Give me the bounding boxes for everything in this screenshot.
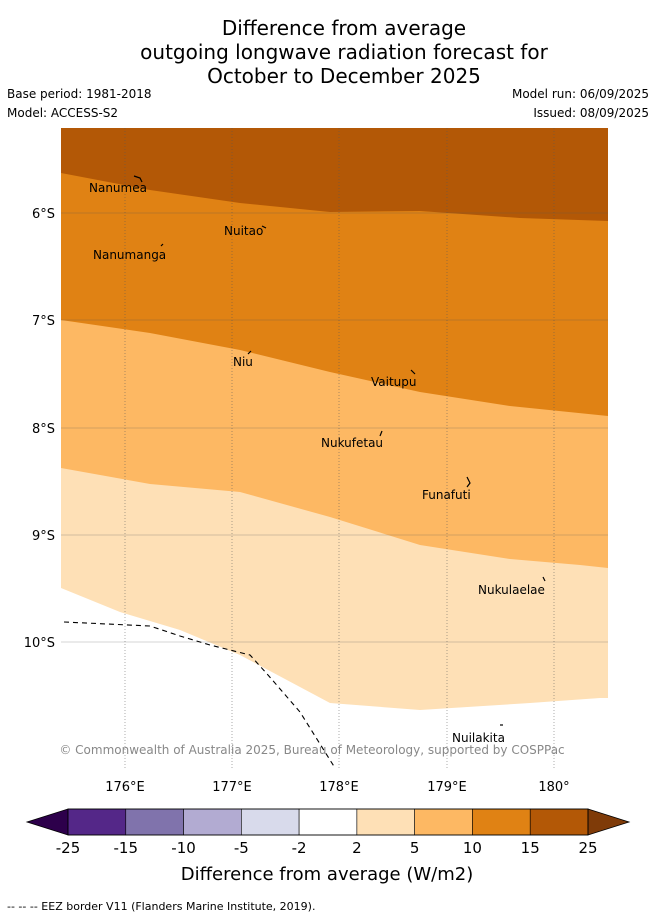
label-nanumanga: Nanumanga (93, 248, 166, 262)
nanumanga-island (160, 243, 164, 247)
colorbar-segments (67, 808, 589, 836)
colorbar-tick-label: 5 (410, 839, 420, 857)
label-vaitupu: Vaitupu (371, 375, 417, 389)
colorbar-segment (67, 808, 127, 836)
colorbar-segment (298, 808, 358, 836)
colorbar-under-arrow (25, 808, 69, 836)
nukufetau-island (379, 430, 383, 437)
funafuti-island (466, 476, 471, 488)
colorbar-tick-label: -15 (114, 839, 139, 857)
issued-date: Issued: 08/09/2025 (533, 106, 649, 120)
lon-gridlines (124, 128, 555, 770)
eez-border (63, 621, 336, 769)
colorbar: -25 -15 -10 -5 -2 2 5 10 15 25 Difference from av… (25, 808, 631, 885)
colorbar-segment (125, 808, 184, 836)
nanumea-island (133, 175, 143, 183)
lon-tick: 176°E (105, 780, 145, 795)
base-period: Base period: 1981-2018 (7, 87, 152, 101)
label-nukufetau: Nukufetau (321, 436, 383, 450)
colorbar-tick-label: 15 (521, 839, 540, 857)
label-niu: Niu (233, 355, 253, 369)
colorbar-tick-label: -2 (292, 839, 307, 857)
colorbar-tick-label: 25 (578, 839, 597, 857)
title-line-2: outgoing longwave radiation forecast for (140, 40, 548, 64)
map-area: Nanumea Nuitao Nanumanga Niu Vaitupu Nuk… (59, 128, 608, 770)
colorbar-tick-label: 2 (352, 839, 362, 857)
lon-tick: 179°E (427, 780, 467, 795)
label-funafuti: Funafuti (422, 488, 471, 502)
nukulaelae-island (542, 576, 546, 582)
lon-tick: 180° (538, 780, 569, 795)
colorbar-segment (241, 808, 300, 836)
model-name: Model: ACCESS-S2 (7, 106, 119, 120)
lat-tick: 6°S (32, 207, 55, 222)
eez-footnote: -- -- -- EEZ border V11 (Flanders Marine… (7, 900, 316, 913)
lon-tick: 177°E (212, 780, 252, 795)
colorbar-tick-label: -10 (171, 839, 196, 857)
colorbar-over-arrow (587, 808, 631, 836)
model-run: Model run: 06/09/2025 (511, 87, 649, 101)
colorbar-segment (356, 808, 415, 836)
lon-tick-labels: 176°E 177°E 178°E 179°E 180° (105, 780, 569, 795)
lat-tick: 10°S (24, 636, 55, 651)
lat-tick-labels: 6°S 7°S 8°S 9°S 10°S (24, 207, 55, 651)
colorbar-segment (414, 808, 473, 836)
niu-island (247, 350, 252, 355)
island-labels: Nanumea Nuitao Nanumanga Niu Vaitupu Nuk… (89, 181, 545, 745)
colorbar-segment (529, 808, 589, 836)
colorbar-tick-label: -5 (234, 839, 249, 857)
title-line-3: October to December 2025 (207, 64, 481, 88)
label-nukulaelae: Nukulaelae (478, 583, 545, 597)
colorbar-segment (472, 808, 531, 836)
copyright-notice: © Commonwealth of Australia 2025, Bureau… (59, 743, 564, 757)
chart-title: Difference from average outgoing longwav… (0, 16, 655, 88)
colorbar-tick-label: 10 (463, 839, 482, 857)
colorbar-tick-labels: -25 -15 -10 -5 -2 2 5 10 15 25 (56, 839, 598, 857)
colorbar-tick-label: -25 (56, 839, 81, 857)
lat-tick: 9°S (32, 529, 55, 544)
label-nanumea: Nanumea (89, 181, 147, 195)
colorbar-segment (183, 808, 242, 836)
nuitao-island (261, 225, 267, 229)
lat-tick: 8°S (32, 422, 55, 437)
label-nuitao: Nuitao (224, 224, 263, 238)
lat-tick: 7°S (32, 314, 55, 329)
band-15-25 (61, 128, 608, 221)
lat-gridlines (61, 212, 608, 643)
colorbar-label: Difference from average (W/m2) (181, 864, 473, 885)
vaitupu-island (410, 369, 416, 375)
lon-tick: 178°E (319, 780, 359, 795)
colorbar-frame (67, 808, 589, 836)
island-shapes (133, 175, 546, 726)
label-nuilakita: Nuilakita (452, 731, 505, 745)
title-line-1: Difference from average (221, 16, 467, 40)
